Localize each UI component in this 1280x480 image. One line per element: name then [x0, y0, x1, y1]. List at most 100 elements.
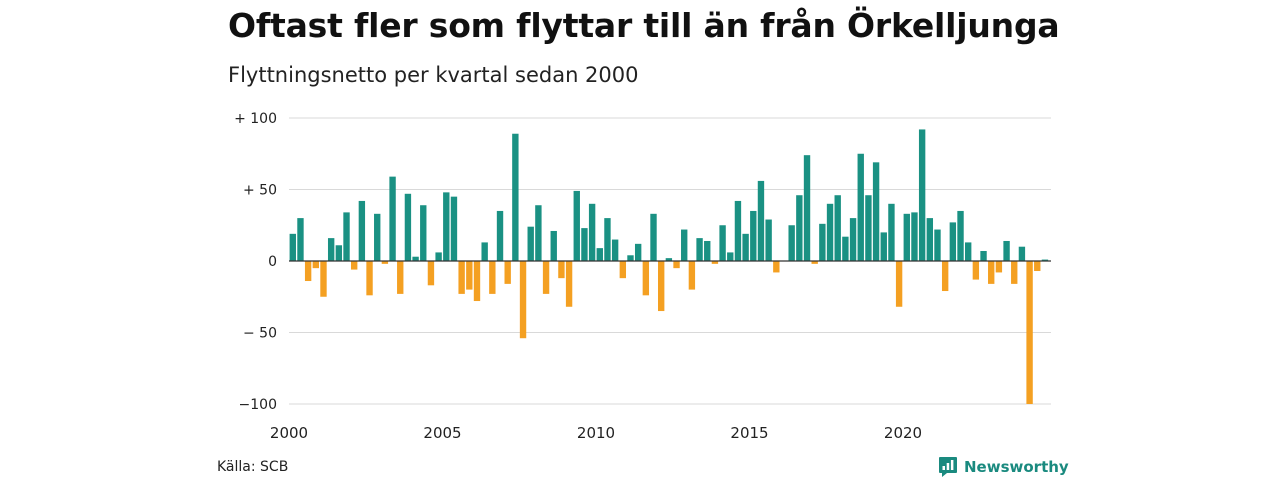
bar: [865, 195, 872, 261]
bar: [596, 248, 603, 261]
bar: [918, 129, 926, 261]
bar: [988, 261, 995, 284]
y-tick-label: + 50: [243, 183, 277, 199]
bar: [473, 261, 481, 302]
bar: [972, 261, 980, 280]
bar: [857, 153, 864, 261]
bar: [412, 256, 419, 261]
bar: [1041, 259, 1049, 261]
bar: [619, 261, 627, 279]
y-tick-label: −100: [239, 397, 277, 413]
bar: [604, 218, 611, 261]
bar: [734, 200, 742, 261]
bar: [550, 230, 557, 261]
bar: [581, 228, 588, 261]
bar: [358, 200, 366, 261]
bar: [374, 213, 381, 261]
bar: [297, 218, 304, 261]
bar: [504, 261, 511, 284]
bar: [926, 218, 934, 261]
bar: [773, 261, 780, 273]
bar: [719, 225, 726, 261]
x-tick-label: 2010: [577, 424, 615, 442]
bar: [688, 261, 696, 290]
brand-logo[interactable]: Newsworthy: [938, 456, 1069, 478]
bar: [1018, 246, 1026, 261]
bar: [381, 261, 389, 264]
bar: [335, 245, 343, 261]
bar: [443, 192, 450, 261]
bar: [965, 242, 972, 261]
bar: [642, 261, 650, 296]
bar: [665, 258, 673, 261]
bar: [788, 225, 795, 261]
bar: [627, 255, 634, 261]
bar: [1003, 240, 1010, 261]
bar: [397, 261, 404, 294]
bar: [842, 236, 849, 261]
bar: [980, 250, 987, 261]
bar: [558, 261, 565, 279]
bar: [327, 238, 335, 261]
bar: [420, 205, 427, 261]
bar: [727, 252, 734, 261]
bar: [949, 222, 957, 261]
bar: [696, 238, 703, 261]
bar: [304, 261, 312, 282]
bar: [466, 261, 473, 290]
bar: [512, 133, 519, 261]
bar: [995, 261, 1003, 273]
bar: [658, 261, 665, 312]
chart-title: Oftast fler som flyttar till än från Örk…: [228, 6, 1060, 45]
bar: [957, 210, 964, 261]
source-label: Källa: SCB: [217, 459, 289, 475]
bar: [427, 261, 435, 286]
chart-subtitle: Flyttningsnetto per kvartal sedan 2000: [228, 63, 639, 87]
bar: [489, 261, 496, 294]
y-tick-label: − 50: [243, 326, 277, 342]
bar: [834, 195, 841, 261]
bar: [458, 261, 465, 294]
bar: [673, 261, 680, 269]
bar: [519, 261, 527, 339]
y-tick-label: + 100: [234, 111, 277, 127]
bar: [573, 190, 580, 261]
y-tick-label: 0: [268, 254, 277, 270]
bar: [742, 233, 749, 261]
bar: [911, 212, 918, 261]
bar: [389, 176, 396, 261]
bar: [312, 261, 320, 269]
bar: [366, 261, 373, 296]
x-tick-label: 2020: [884, 424, 922, 442]
bar: [819, 223, 826, 261]
x-tick-label: 2000: [270, 424, 308, 442]
bar: [880, 232, 887, 261]
bar: [765, 219, 772, 261]
bar: [811, 261, 818, 264]
bar: [535, 205, 542, 261]
bar: [404, 193, 412, 261]
bar: [934, 229, 941, 261]
bar: [634, 243, 642, 261]
bar: [681, 229, 688, 261]
bar: [343, 212, 350, 261]
bar: [588, 203, 596, 261]
bar: [895, 261, 903, 307]
bar: [757, 180, 765, 261]
bar: [803, 155, 811, 261]
bar: [351, 261, 358, 270]
bar: [1011, 261, 1018, 284]
bar: [888, 203, 895, 261]
newsworthy-logo-icon: [938, 456, 958, 478]
bar: [826, 203, 834, 261]
bar: [849, 218, 857, 261]
bar: [565, 261, 573, 307]
bar: [750, 210, 757, 261]
bar: [481, 242, 488, 261]
bar: [796, 195, 803, 261]
bar: [435, 252, 442, 261]
bar: [711, 261, 719, 264]
bar: [650, 213, 657, 261]
bar: [320, 261, 327, 297]
